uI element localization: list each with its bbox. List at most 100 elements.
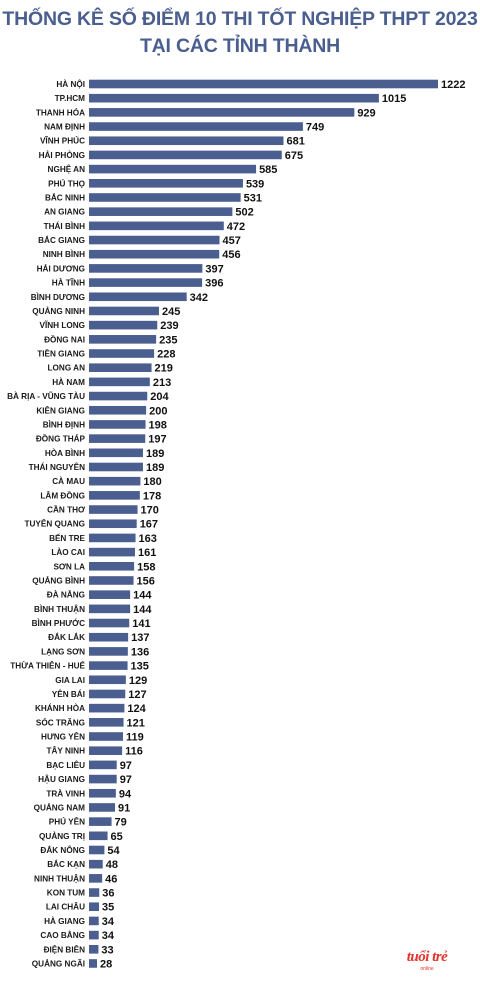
bar (89, 349, 155, 358)
category-label: LẠNG SƠN (41, 647, 85, 656)
category-label: CÀ MAU (52, 476, 85, 486)
value-label: 129 (129, 675, 147, 687)
bar (89, 377, 150, 387)
value-label: 167 (140, 519, 158, 531)
value-label: 141 (132, 618, 150, 630)
bar (89, 136, 284, 146)
category-label: TP.HCM (55, 94, 86, 103)
value-label: 178 (143, 490, 161, 502)
bar (89, 420, 146, 429)
bar (89, 79, 438, 89)
bar (89, 519, 137, 529)
category-label: PHÚ THỌ (48, 177, 85, 188)
bar (89, 845, 105, 855)
category-label: ĐÀ NẴNG (47, 589, 85, 600)
value-label: 163 (139, 533, 157, 545)
value-label: 144 (133, 590, 152, 602)
category-label: LÀO CAI (51, 547, 85, 557)
bar (89, 703, 125, 713)
category-label: HƯNG YÊN (41, 731, 85, 742)
value-label: 35 (102, 902, 114, 914)
value-label: 136 (131, 646, 149, 658)
bar (89, 576, 134, 585)
bar (89, 533, 136, 543)
chart-title-line-2: TẠI CÁC TỈNH THÀNH (139, 35, 341, 57)
value-label: 189 (146, 462, 164, 474)
bar (89, 264, 203, 273)
value-label: 119 (126, 732, 144, 744)
bar (89, 476, 141, 486)
bar (89, 760, 117, 770)
bar (89, 944, 99, 954)
brand-logo: tuổi trẻ online (403, 949, 451, 972)
category-label: ĐIỆN BIÊN (44, 943, 85, 954)
category-label: PHÚ YÊN (49, 816, 85, 827)
category-label: BẾN TRE (49, 533, 85, 543)
value-label: 144 (133, 604, 152, 616)
bar (89, 647, 128, 656)
bar (89, 788, 116, 798)
category-label: THÁI BÌNH (44, 221, 85, 231)
value-label: 539 (246, 178, 264, 190)
bar (89, 561, 135, 571)
category-label: NAM ĐỊNH (44, 123, 85, 132)
category-label: BÀ RỊA - VŨNG TÀU (7, 391, 85, 401)
bar (89, 916, 99, 926)
value-label: 200 (149, 405, 167, 417)
bar (89, 874, 103, 883)
category-label: QUẢNG NAM (34, 801, 86, 812)
bar (89, 859, 103, 869)
bar (89, 604, 131, 614)
category-label: THÁI NGUYÊN (29, 461, 85, 472)
value-label: 585 (259, 164, 277, 176)
bar (89, 164, 257, 174)
bar (89, 902, 99, 912)
category-label: BẮC GIANG (38, 235, 85, 245)
category-label: ĐỒNG NAI (44, 333, 85, 344)
category-label: SÓC TRĂNG (36, 716, 85, 727)
value-label: 65 (111, 831, 123, 843)
category-label: BÌNH PHƯỚC (32, 617, 85, 628)
value-label: 161 (138, 547, 156, 559)
category-label: QUẢNG BÌNH (32, 574, 85, 585)
bar (89, 193, 241, 202)
category-label: BÌNH DƯƠNG (31, 292, 85, 302)
value-label: 48 (106, 859, 118, 871)
value-label: 197 (148, 434, 166, 446)
value-label: 749 (306, 122, 324, 134)
value-label: 79 (115, 817, 127, 829)
bar (89, 320, 158, 330)
value-label: 397 (205, 263, 223, 275)
value-label: 33 (101, 944, 113, 956)
value-label: 531 (244, 192, 262, 204)
category-label: HẢI DƯƠNG (37, 262, 85, 273)
bar (89, 179, 243, 188)
chart-title-line-1: THỐNG KÊ SỐ ĐIỂM 10 THI TỐT NGHIỆP THPT … (2, 8, 478, 30)
category-label: TIỀN GIANG (37, 349, 85, 359)
value-label: 54 (107, 845, 120, 857)
category-label: CẦN THƠ (47, 505, 85, 515)
value-label: 929 (357, 107, 375, 119)
value-label: 156 (137, 575, 155, 587)
value-label: 137 (131, 632, 149, 644)
bar (89, 108, 355, 117)
value-label: 189 (146, 448, 164, 460)
bar (89, 391, 148, 401)
category-label: HÒA BÌNH (45, 447, 85, 458)
bar (89, 746, 123, 755)
category-label: KON TUM (47, 889, 85, 898)
category-label: YÊN BÁI (52, 688, 85, 699)
category-label: ĐẮK NÔNG (40, 844, 85, 855)
value-label: 235 (159, 334, 177, 346)
bar (89, 122, 303, 131)
bar (89, 661, 128, 670)
value-label: 456 (222, 249, 240, 261)
bar (89, 249, 220, 259)
value-label: 228 (157, 349, 175, 361)
category-label: HÀ TĨNH (52, 278, 85, 288)
category-label: TÂY NINH (46, 745, 85, 756)
category-label: SƠN LA (53, 562, 85, 571)
bar (89, 930, 99, 940)
value-label: 1222 (441, 79, 465, 91)
